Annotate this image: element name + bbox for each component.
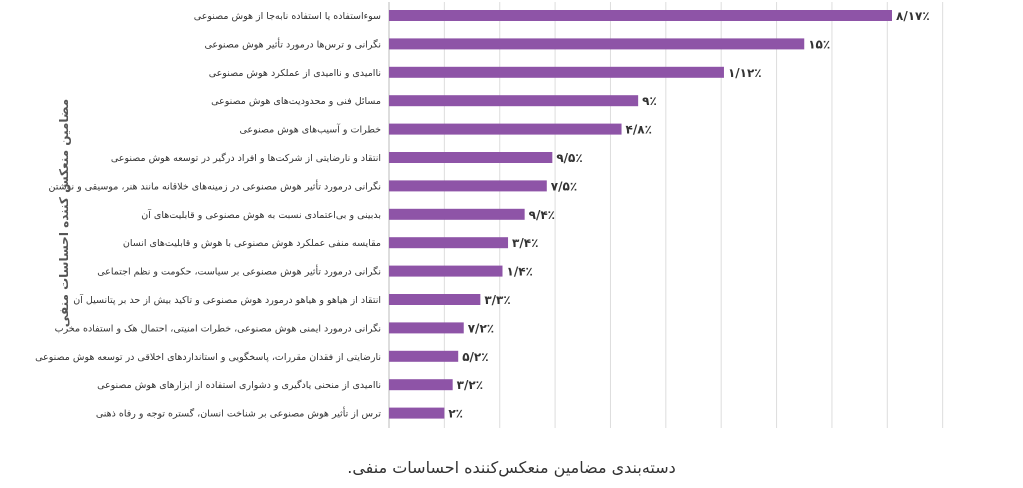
value-label: ۴/۸٪ <box>626 123 652 137</box>
value-label: ۱۵٪ <box>808 37 830 51</box>
value-label: ۹/۴٪ <box>529 208 555 222</box>
bar <box>389 294 481 305</box>
bar <box>389 379 453 391</box>
y-axis-label: مضامین منعکس کننده احساسات منفی <box>57 99 71 327</box>
value-label: ۸/۱۷٪ <box>896 9 930 23</box>
value-label: ۹٪ <box>642 94 657 108</box>
bar <box>389 350 459 362</box>
value-labels: ۸/۱۷٪ ۱۵٪ ۱/۱۲٪ ۹٪ ۴/۸٪ ۹/۵٪ ۷/۵٪ ۹/۴٪ ۳/۴٪ ۱/۴٪ ۳… <box>448 9 929 421</box>
bar <box>389 10 892 21</box>
value-label: ۹/۵٪ <box>556 151 582 165</box>
category-labels: سوءاستفاده یا استفاده نابه‌جا از هوش مصن… <box>35 11 381 420</box>
category-label: انتقاد از هیاهو و هیاهو درمورد هوش مصنوع… <box>73 293 381 306</box>
value-label: ۳/۲٪ <box>457 378 483 392</box>
category-label: سوءاستفاده یا استفاده نابه‌جا از هوش مصن… <box>194 11 381 22</box>
category-label: نارضایتی از فقدان مقررات، پاسخگویی و است… <box>35 351 381 363</box>
figure-caption: دسته‌بندی مضامین منعکس‌کننده احساسات منف… <box>347 458 676 477</box>
value-label: ۲٪ <box>448 407 463 421</box>
value-label: ۷/۵٪ <box>551 179 577 193</box>
category-label: نگرانی و ترس‌ها درمورد تأثیر هوش مصنوعی <box>204 37 381 50</box>
category-label: نگرانی درمورد ایمنی هوش مصنوعی، خطرات ام… <box>55 322 381 334</box>
bar <box>389 208 525 220</box>
value-label: ۳/۴٪ <box>512 236 538 250</box>
category-label: مسائل فنی و محدودیت‌های هوش مصنوعی <box>211 96 381 107</box>
value-label: ۵/۲٪ <box>462 350 488 364</box>
bar <box>389 38 805 50</box>
value-label: ۱/۴٪ <box>507 265 533 279</box>
bar <box>389 95 639 107</box>
bar <box>389 152 553 163</box>
category-label: نگرانی درمورد تأثیر هوش مصنوعی بر سیاست،… <box>97 265 381 278</box>
category-label: ناامیدی از منحنی یادگیری و دشواری استفاد… <box>97 379 381 391</box>
value-label: ۷/۲٪ <box>468 321 494 335</box>
bar <box>389 66 724 78</box>
bar <box>389 407 445 419</box>
category-label: ترس از تأثیر هوش مصنوعی بر شناخت انسان، … <box>96 407 382 420</box>
value-label: ۳/۳٪ <box>484 293 510 307</box>
category-label: نگرانی درمورد تأثیر هوش مصنوعی در زمینه‌… <box>49 179 381 192</box>
category-label: خطرات و آسیب‌های هوش مصنوعی <box>240 123 382 136</box>
category-label: ناامیدی و ناامیدی از عملکرد هوش مصنوعی <box>209 68 381 79</box>
bar <box>389 265 503 277</box>
value-label: ۱/۱۲٪ <box>728 66 762 80</box>
bar <box>389 237 509 249</box>
bar <box>389 180 547 192</box>
bars <box>389 10 892 419</box>
category-label: انتقاد و نارضایتی از شرکت‌ها و افراد درگ… <box>111 152 381 164</box>
category-label: مقایسه منفی عملکرد هوش مصنوعی با هوش و ق… <box>123 238 381 249</box>
category-label: بدبینی و بی‌اعتمادی نسبت به هوش مصنوعی و… <box>141 208 381 221</box>
bar <box>389 322 464 334</box>
bar <box>389 123 622 135</box>
